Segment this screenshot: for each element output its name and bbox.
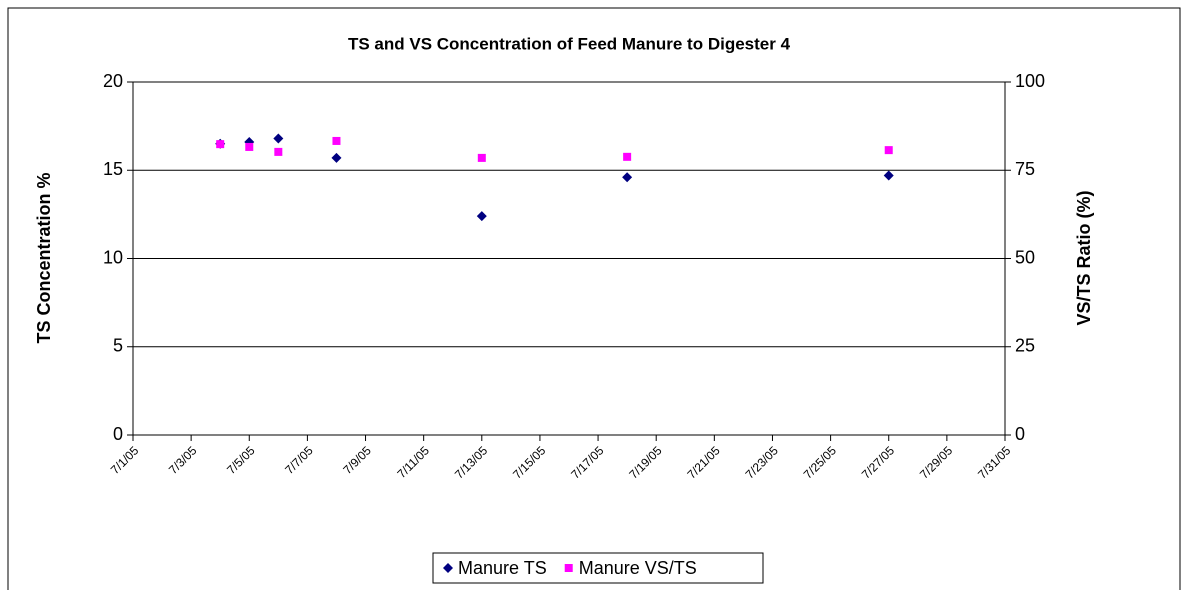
x-tick-label: 7/5/05 — [224, 443, 258, 477]
x-tick-label: 7/9/05 — [340, 443, 374, 477]
x-tick-label: 7/15/05 — [510, 443, 548, 481]
point — [477, 153, 486, 162]
y-axis-label: TS Concentration % — [34, 172, 54, 343]
y-tick-label: 20 — [103, 71, 123, 91]
y-tick-label: 0 — [113, 424, 123, 444]
point — [331, 152, 342, 163]
x-tick-label: 7/13/05 — [452, 443, 490, 481]
y2-tick-label: 25 — [1015, 336, 1035, 356]
point — [884, 146, 893, 155]
x-tick-label: 7/21/05 — [684, 443, 722, 481]
point — [883, 170, 894, 181]
y-tick-label: 15 — [103, 159, 123, 179]
x-tick-label: 7/23/05 — [743, 443, 781, 481]
x-tick-label: 7/11/05 — [394, 443, 432, 481]
x-tick-label: 7/29/05 — [917, 443, 955, 481]
x-tick-label: 7/7/05 — [282, 443, 316, 477]
legend-label: Manure TS — [458, 558, 547, 578]
point — [216, 140, 225, 149]
legend-box — [432, 552, 764, 584]
point — [332, 136, 341, 145]
x-tick-label: 7/31/05 — [975, 443, 1013, 481]
legend-marker — [564, 564, 573, 572]
point — [622, 172, 633, 183]
chart-title: TS and VS Concentration of Feed Manure t… — [348, 34, 791, 53]
x-tick-label: 7/19/05 — [626, 443, 664, 481]
point — [273, 133, 284, 144]
y2-tick-label: 100 — [1015, 71, 1045, 91]
x-tick-label: 7/27/05 — [859, 443, 897, 481]
y2-axis-label: VS/TS Ratio (%) — [1074, 190, 1094, 325]
point — [623, 152, 632, 161]
point — [274, 147, 283, 156]
legend-label: Manure VS/TS — [579, 558, 697, 578]
y2-tick-label: 50 — [1015, 247, 1035, 267]
x-tick-label: 7/25/05 — [801, 443, 839, 481]
y2-tick-label: 75 — [1015, 159, 1035, 179]
chart-border — [7, 7, 1181, 590]
y2-tick-label: 0 — [1015, 424, 1025, 444]
y-tick-label: 5 — [113, 336, 123, 356]
legend-marker — [443, 563, 453, 573]
point — [245, 142, 254, 151]
x-tick-label: 7/1/05 — [108, 443, 142, 477]
x-tick-label: 7/3/05 — [166, 443, 200, 477]
point — [476, 211, 487, 222]
x-tick-label: 7/17/05 — [568, 443, 606, 481]
y-tick-label: 10 — [103, 247, 123, 267]
